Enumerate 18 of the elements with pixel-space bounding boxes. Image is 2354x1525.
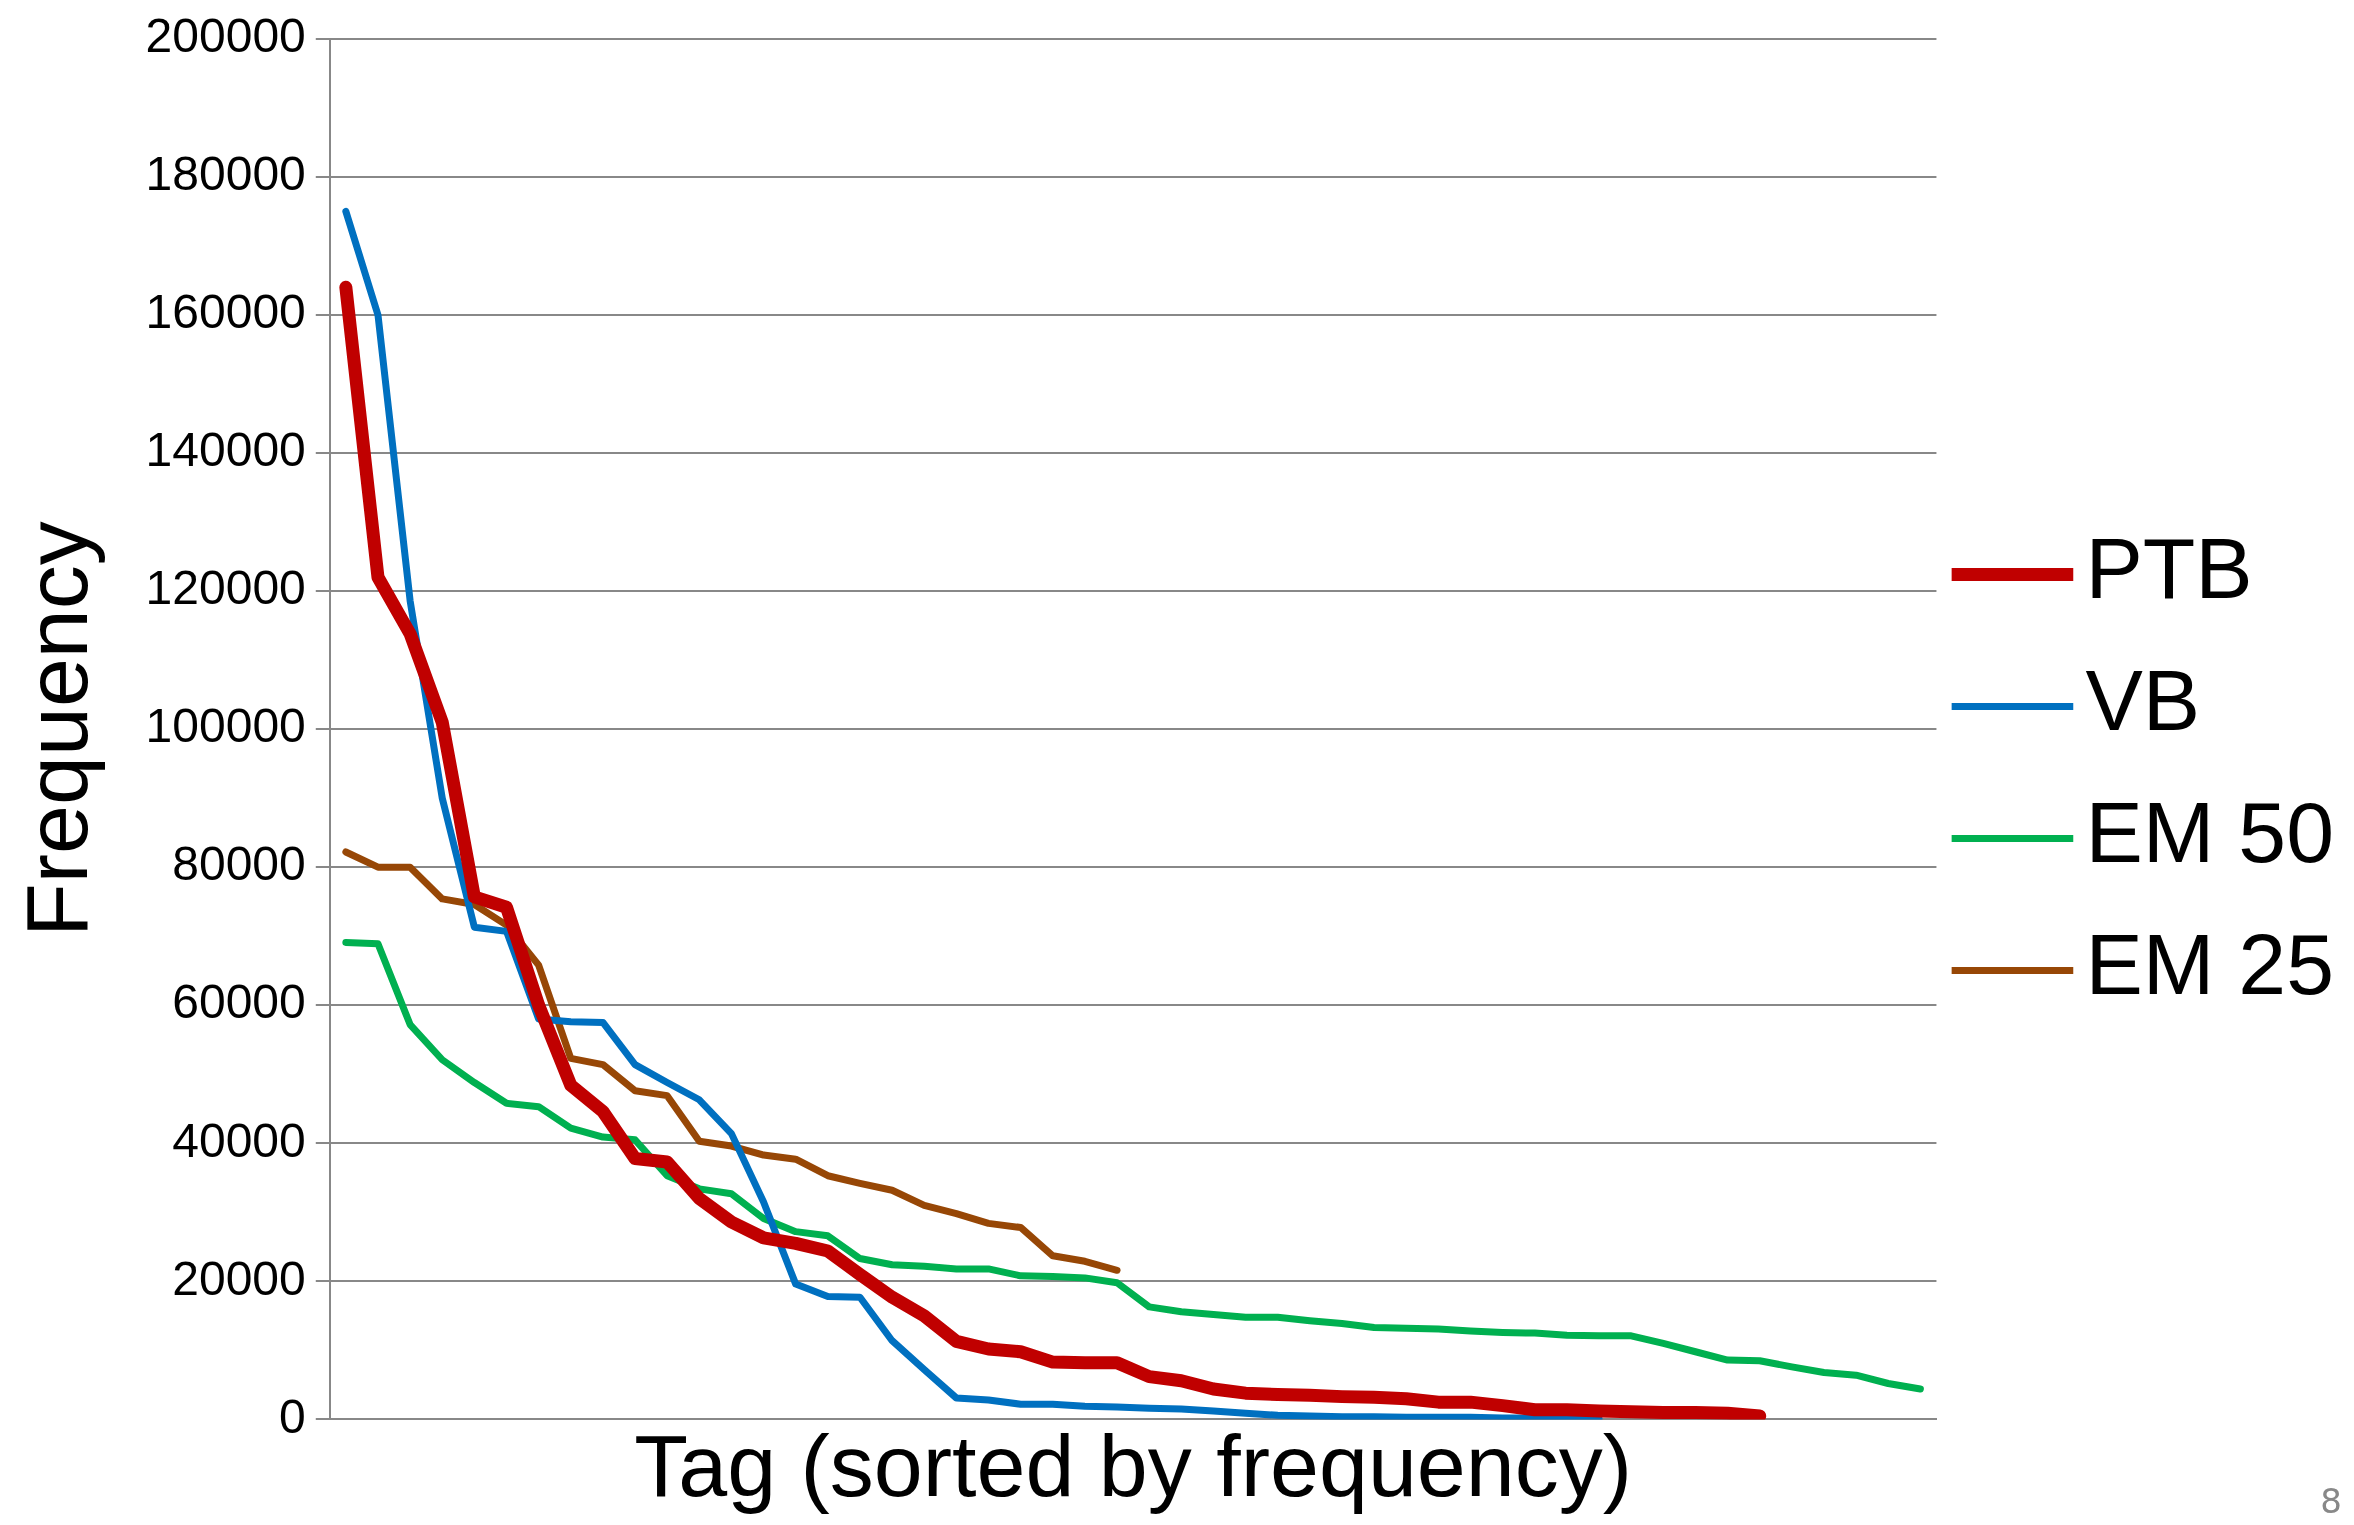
y-tick-label: 100000 bbox=[145, 699, 306, 753]
y-tick-label: 160000 bbox=[145, 285, 306, 339]
y-tick-label: 180000 bbox=[145, 147, 306, 201]
y-tick-label: 40000 bbox=[172, 1113, 306, 1167]
legend-label: PTB bbox=[2085, 520, 2253, 617]
legend-label: EM 50 bbox=[2085, 784, 2335, 881]
y-axis-title: Frequency bbox=[7, 521, 107, 937]
y-tick-label: 200000 bbox=[145, 9, 306, 63]
y-tick-label: 0 bbox=[279, 1389, 306, 1443]
y-tick-label: 20000 bbox=[172, 1251, 306, 1305]
y-tick-label: 140000 bbox=[145, 423, 306, 477]
legend-label: VB bbox=[2085, 652, 2201, 749]
y-tick-label: 120000 bbox=[145, 561, 306, 615]
y-tick-label: 80000 bbox=[172, 837, 306, 891]
x-axis-title: Tag (sorted by frequency) bbox=[634, 1416, 1633, 1516]
legend-label: EM 25 bbox=[2085, 916, 2335, 1013]
y-tick-label: 60000 bbox=[172, 975, 306, 1029]
text: 8 bbox=[2320, 1481, 2342, 1521]
